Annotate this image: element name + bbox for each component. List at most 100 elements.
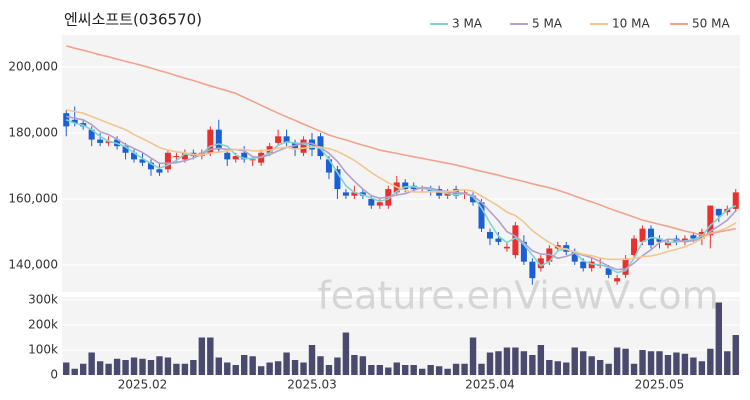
- volume-bar: [613, 347, 621, 375]
- legend-label: 5 MA: [532, 17, 563, 31]
- candle-body: [580, 261, 587, 269]
- candle-body: [325, 159, 332, 173]
- volume-bar: [385, 367, 392, 375]
- volume-bar: [639, 350, 646, 375]
- candle-body: [402, 182, 409, 190]
- volume-bar: [520, 351, 528, 375]
- candle-body: [351, 192, 358, 196]
- volume-bar: [130, 357, 138, 375]
- candle-body: [241, 152, 248, 160]
- ma-line: [66, 115, 737, 271]
- watermark: feature.enViewV.com: [317, 274, 718, 318]
- volume-bar: [469, 337, 477, 375]
- legend-label: 10 MA: [612, 17, 650, 31]
- candle-body: [139, 159, 146, 163]
- candle-body: [529, 261, 536, 279]
- candle-body: [105, 141, 112, 143]
- candle-body: [732, 192, 739, 209]
- volume-bar: [444, 368, 451, 375]
- volume-bar: [88, 352, 95, 375]
- candle-body: [71, 119, 78, 124]
- ma-line: [66, 109, 737, 261]
- candle-body: [690, 235, 697, 239]
- volume-bar: [495, 351, 502, 375]
- y-tick-label: 140,000: [8, 257, 58, 271]
- volume-bar: [546, 360, 553, 375]
- volume-bar: [342, 332, 350, 375]
- candle-body: [503, 246, 510, 249]
- candle-body: [342, 192, 349, 196]
- volume-bar: [79, 363, 87, 375]
- volume-bar: [249, 356, 256, 375]
- volume-bar: [164, 357, 172, 375]
- volume-bar: [664, 355, 672, 375]
- volume-bar: [715, 302, 723, 375]
- candle-body: [537, 258, 544, 269]
- y-tick-label: 200,000: [8, 60, 58, 74]
- candle-body: [249, 159, 256, 161]
- volume-bar: [198, 337, 206, 375]
- candle-body: [707, 205, 714, 236]
- volume-bar: [147, 360, 155, 375]
- volume-bar: [317, 356, 324, 375]
- volume-bar: [241, 355, 248, 375]
- volume-bar: [334, 357, 341, 375]
- candle-body: [309, 139, 316, 150]
- candle-body: [164, 152, 171, 170]
- candle-body: [571, 251, 578, 262]
- volume-bar: [224, 362, 231, 375]
- y-tick-label: 200k: [28, 318, 58, 332]
- candle-body: [486, 231, 493, 239]
- volume-bar: [308, 345, 316, 375]
- volume-bar: [325, 365, 333, 375]
- candle-body: [147, 162, 154, 170]
- volume-bar: [105, 363, 112, 375]
- volume-bar: [207, 337, 214, 375]
- y-tick-label: 0: [50, 368, 58, 382]
- volume-bar: [410, 365, 417, 375]
- volume-bar: [681, 353, 689, 375]
- volume-bar: [376, 365, 384, 375]
- volume-bar: [63, 362, 70, 375]
- chart-title: 엔씨소프트(036570): [64, 11, 202, 29]
- candle-body: [605, 268, 612, 275]
- candle-body: [588, 261, 595, 269]
- volume-bar: [232, 365, 239, 375]
- volume-bar: [571, 347, 578, 375]
- y-tick-label: 100k: [28, 343, 58, 357]
- x-tick-label: 2025.04: [465, 378, 515, 392]
- candle-body: [631, 238, 638, 256]
- volume-bar: [478, 363, 485, 375]
- volume-bar: [588, 356, 595, 375]
- volume-bar: [673, 352, 680, 375]
- volume-bar: [368, 365, 375, 375]
- candle-body: [427, 189, 434, 193]
- ma-line: [65, 45, 736, 237]
- volume-bar: [215, 357, 222, 375]
- candle-body: [131, 152, 138, 160]
- volume-bar: [71, 368, 78, 375]
- volume-bar: [283, 352, 290, 375]
- candle-body: [224, 152, 231, 160]
- volume-bar: [707, 348, 714, 375]
- volume-bar: [724, 351, 731, 375]
- candle-body: [622, 258, 629, 275]
- candle-body: [656, 238, 663, 242]
- y-tick-label: 160,000: [8, 191, 58, 205]
- volume-bar: [418, 368, 426, 375]
- candle-body: [376, 202, 383, 206]
- volume-bar: [630, 363, 638, 375]
- candle-body: [478, 202, 485, 229]
- volume-bar: [427, 365, 434, 375]
- candle-body: [97, 139, 104, 143]
- candle-body: [181, 152, 188, 160]
- volume-bar: [402, 365, 409, 375]
- candle-body: [614, 278, 621, 282]
- candle-body: [368, 198, 375, 206]
- x-tick-label: 2025.03: [287, 378, 337, 392]
- volume-bar: [359, 356, 367, 375]
- volume-bar: [596, 360, 604, 375]
- volume-bar: [139, 358, 146, 375]
- x-tick-label: 2025.02: [118, 378, 168, 392]
